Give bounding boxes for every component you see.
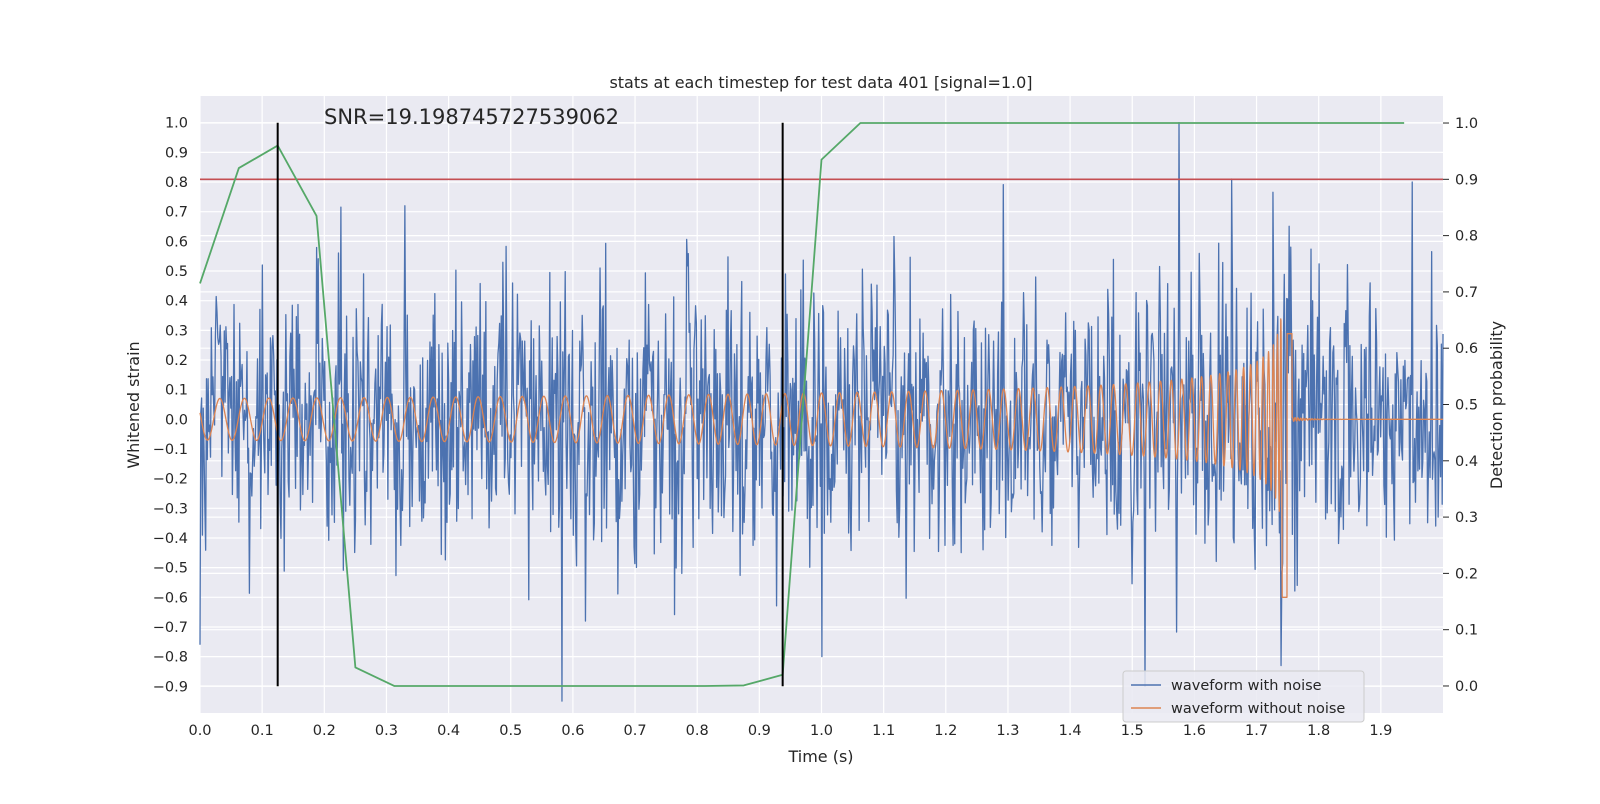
y-left-tick-label: 0.3 bbox=[165, 323, 188, 339]
x-tick-label: 0.2 bbox=[313, 723, 336, 739]
y-left-tick-label: 0.0 bbox=[165, 412, 188, 428]
y-left-tick-label: −0.2 bbox=[153, 472, 188, 488]
x-tick-label: 0.6 bbox=[561, 723, 584, 739]
x-tick-label: 1.6 bbox=[1183, 723, 1206, 739]
x-tick-label: 0.8 bbox=[686, 723, 709, 739]
y-left-tick-label: 0.5 bbox=[165, 264, 188, 280]
y-left-tick-label: 0.1 bbox=[165, 383, 188, 399]
y-left-tick-label: 0.2 bbox=[165, 353, 188, 369]
legend: waveform with noise waveform without noi… bbox=[1122, 670, 1365, 723]
x-tick-label: 0.4 bbox=[437, 723, 460, 739]
y-right-tick-label: 0.1 bbox=[1455, 623, 1478, 639]
y-left-tick-label: −0.5 bbox=[153, 561, 188, 577]
y-right-tick-label: 0.6 bbox=[1455, 341, 1478, 357]
y-left-tick-label: 0.6 bbox=[165, 234, 188, 250]
series-detection-probability bbox=[199, 122, 1405, 687]
y-right-tick-label: 1.0 bbox=[1455, 116, 1478, 132]
y-left-tick-label: 0.8 bbox=[165, 175, 188, 191]
plot-series bbox=[199, 122, 1444, 702]
y-right-tick-label: 0.8 bbox=[1455, 229, 1478, 245]
x-tick-label: 1.1 bbox=[872, 723, 895, 739]
legend-box bbox=[1122, 670, 1365, 723]
y-axis-label-left: Whitened strain bbox=[124, 341, 143, 468]
x-tick-label: 1.0 bbox=[810, 723, 833, 739]
vertical-markers bbox=[276, 122, 784, 687]
x-tick-label: 0.0 bbox=[188, 723, 211, 739]
y-left-tick-label: 0.9 bbox=[165, 145, 188, 161]
y-right-tick-label: 0.3 bbox=[1455, 510, 1478, 526]
y-axis-label-right: Detection probability bbox=[1487, 321, 1506, 489]
y-left-tick-label: −0.6 bbox=[153, 590, 188, 606]
x-tick-label: 0.1 bbox=[251, 723, 274, 739]
x-tick-label: 0.3 bbox=[375, 723, 398, 739]
y-right-tick-label: 0.7 bbox=[1455, 285, 1478, 301]
x-tick-label: 1.2 bbox=[934, 723, 957, 739]
y-right-tick-label: 0.2 bbox=[1455, 566, 1478, 582]
y-left-tick-label: −0.1 bbox=[153, 442, 188, 458]
x-tick-label: 1.3 bbox=[996, 723, 1019, 739]
x-tick-label: 0.5 bbox=[499, 723, 522, 739]
y-right-tick-label: 0.5 bbox=[1455, 398, 1478, 414]
y-left-tick-label: −0.4 bbox=[153, 531, 188, 547]
y-right-tick-label: 0.0 bbox=[1455, 679, 1478, 695]
y-left-tick-label: 0.7 bbox=[165, 205, 188, 221]
y-left-tick-label: 0.4 bbox=[165, 294, 188, 310]
legend-label-noise: waveform with noise bbox=[1171, 678, 1322, 694]
x-axis-label: Time (s) bbox=[787, 747, 853, 766]
x-tick-label: 0.7 bbox=[624, 723, 647, 739]
x-tick-label: 1.4 bbox=[1059, 723, 1082, 739]
axes: 0.0 0.1 0.2 0.3 0.4 0.5 0.6 0.7 0.8 0.9 1.0 1.1 1.2 1… bbox=[153, 116, 1478, 739]
y-left-tick-label: −0.8 bbox=[153, 650, 188, 666]
x-tick-label: 1.5 bbox=[1121, 723, 1144, 739]
series-waveform-without-noise bbox=[199, 318, 1444, 598]
legend-label-clean: waveform without noise bbox=[1171, 701, 1345, 717]
y-right-tick-label: 0.9 bbox=[1455, 172, 1478, 188]
y-left-tick-label: −0.9 bbox=[153, 679, 188, 695]
x-tick-label: 0.9 bbox=[748, 723, 771, 739]
chart-title: stats at each timestep for test data 401… bbox=[609, 73, 1032, 92]
y-left-tick-label: 1.0 bbox=[165, 116, 188, 132]
snr-annotation: SNR=19.198745727539062 bbox=[324, 105, 619, 129]
x-tick-label: 1.9 bbox=[1369, 723, 1392, 739]
y-left-tick-label: −0.7 bbox=[153, 620, 188, 636]
x-tick-label: 1.7 bbox=[1245, 723, 1268, 739]
y-left-tick-label: −0.3 bbox=[153, 501, 188, 517]
y-right-tick-label: 0.4 bbox=[1455, 454, 1478, 470]
x-tick-label: 1.8 bbox=[1307, 723, 1330, 739]
